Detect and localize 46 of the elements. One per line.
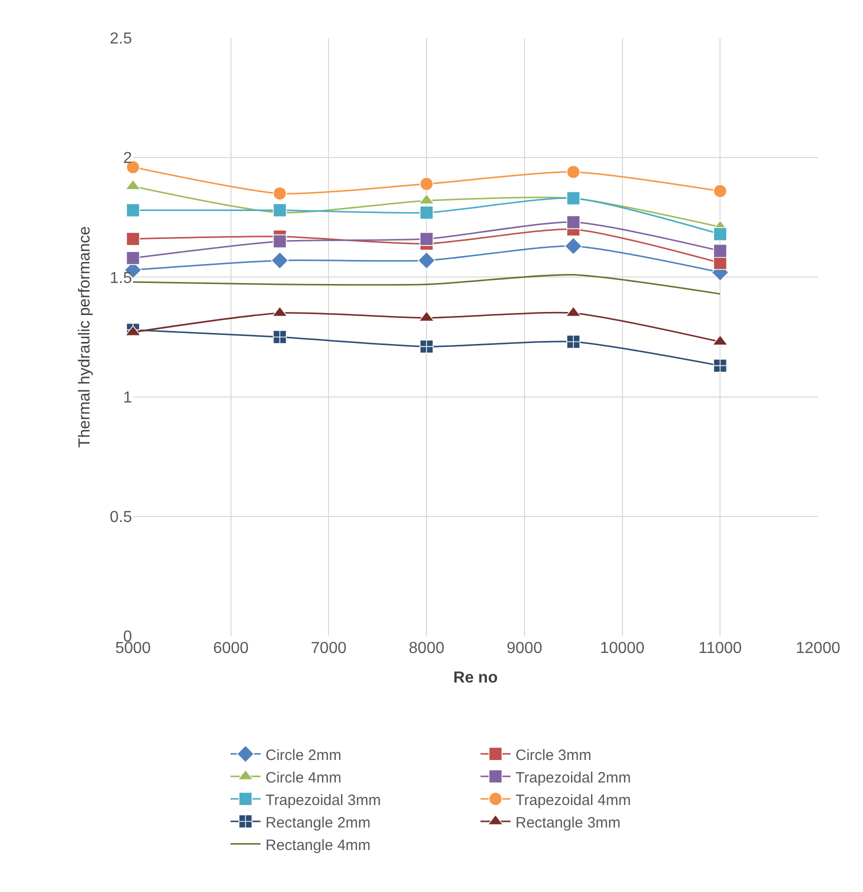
point [272,330,287,344]
line-series [133,274,721,295]
x-tick-label: 8000 [408,640,444,657]
point [418,310,434,322]
point [566,215,580,230]
point [418,252,436,270]
legend-label: Rectangle 4mm [266,836,371,854]
point [566,165,580,179]
legend-label: Trapezoidal 3mm [266,792,381,809]
point [713,244,728,258]
y-tick-label: 1.5 [110,270,132,287]
point [126,251,140,265]
legend-label: Circle 3mm [516,746,592,764]
legend-label: Rectangle 3mm [516,814,621,832]
y-tick-label: 0.5 [110,509,132,526]
x-tick-label: 7000 [310,640,347,657]
point [713,358,728,373]
point [566,191,580,206]
point [713,227,728,242]
x-tick-label: 11000 [698,640,742,657]
point [126,232,140,246]
x-tick-label: 12000 [796,640,840,657]
y-tick-label: 1 [123,389,132,406]
y-tick-label: 2.5 [110,30,132,48]
x-tick-label: 6000 [213,640,249,657]
y-axis-title: Thermal hydraulic performance [76,226,94,448]
point [564,237,582,255]
x-axis-title: Re no [453,670,498,687]
point [713,184,728,198]
point [270,252,289,270]
x-tick-label: 9000 [506,640,542,657]
legend-label: Trapezoidal 2mm [516,769,631,786]
y-tick-label: 2 [123,150,132,168]
point [566,334,580,349]
point [420,232,434,246]
legend-label: Circle 2mm [266,746,342,764]
legend-label: Trapezoidal 4mm [516,792,631,809]
point [272,234,287,248]
legend-label: Circle 4mm [266,769,342,786]
point [126,203,140,218]
legend-label: Rectangle 2mm [266,814,371,832]
point [420,206,434,220]
point [420,340,434,354]
x-tick-label: 10000 [600,640,645,657]
point [420,177,434,191]
point [272,186,287,200]
